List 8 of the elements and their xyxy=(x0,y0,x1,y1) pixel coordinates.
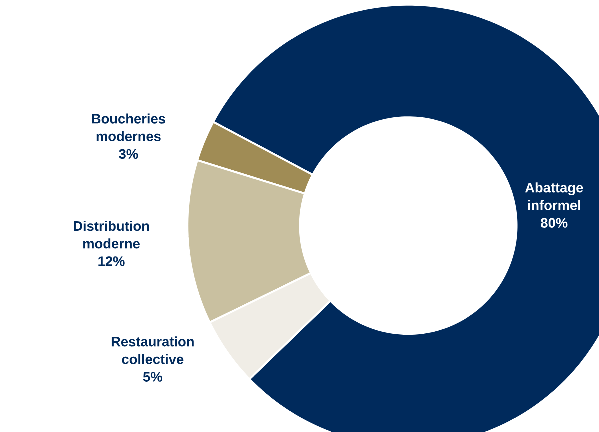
data-label: 12% xyxy=(98,256,125,266)
slice-label: Distribution moderne xyxy=(74,221,150,249)
slice-label: Restauration collective xyxy=(112,336,194,364)
data-label: 5% xyxy=(143,372,162,382)
slice-label: Abattage informel xyxy=(525,182,584,210)
data-label: 80% xyxy=(541,218,568,228)
slice-label: Boucheries modernes xyxy=(92,114,166,142)
data-label: 3% xyxy=(119,149,138,160)
